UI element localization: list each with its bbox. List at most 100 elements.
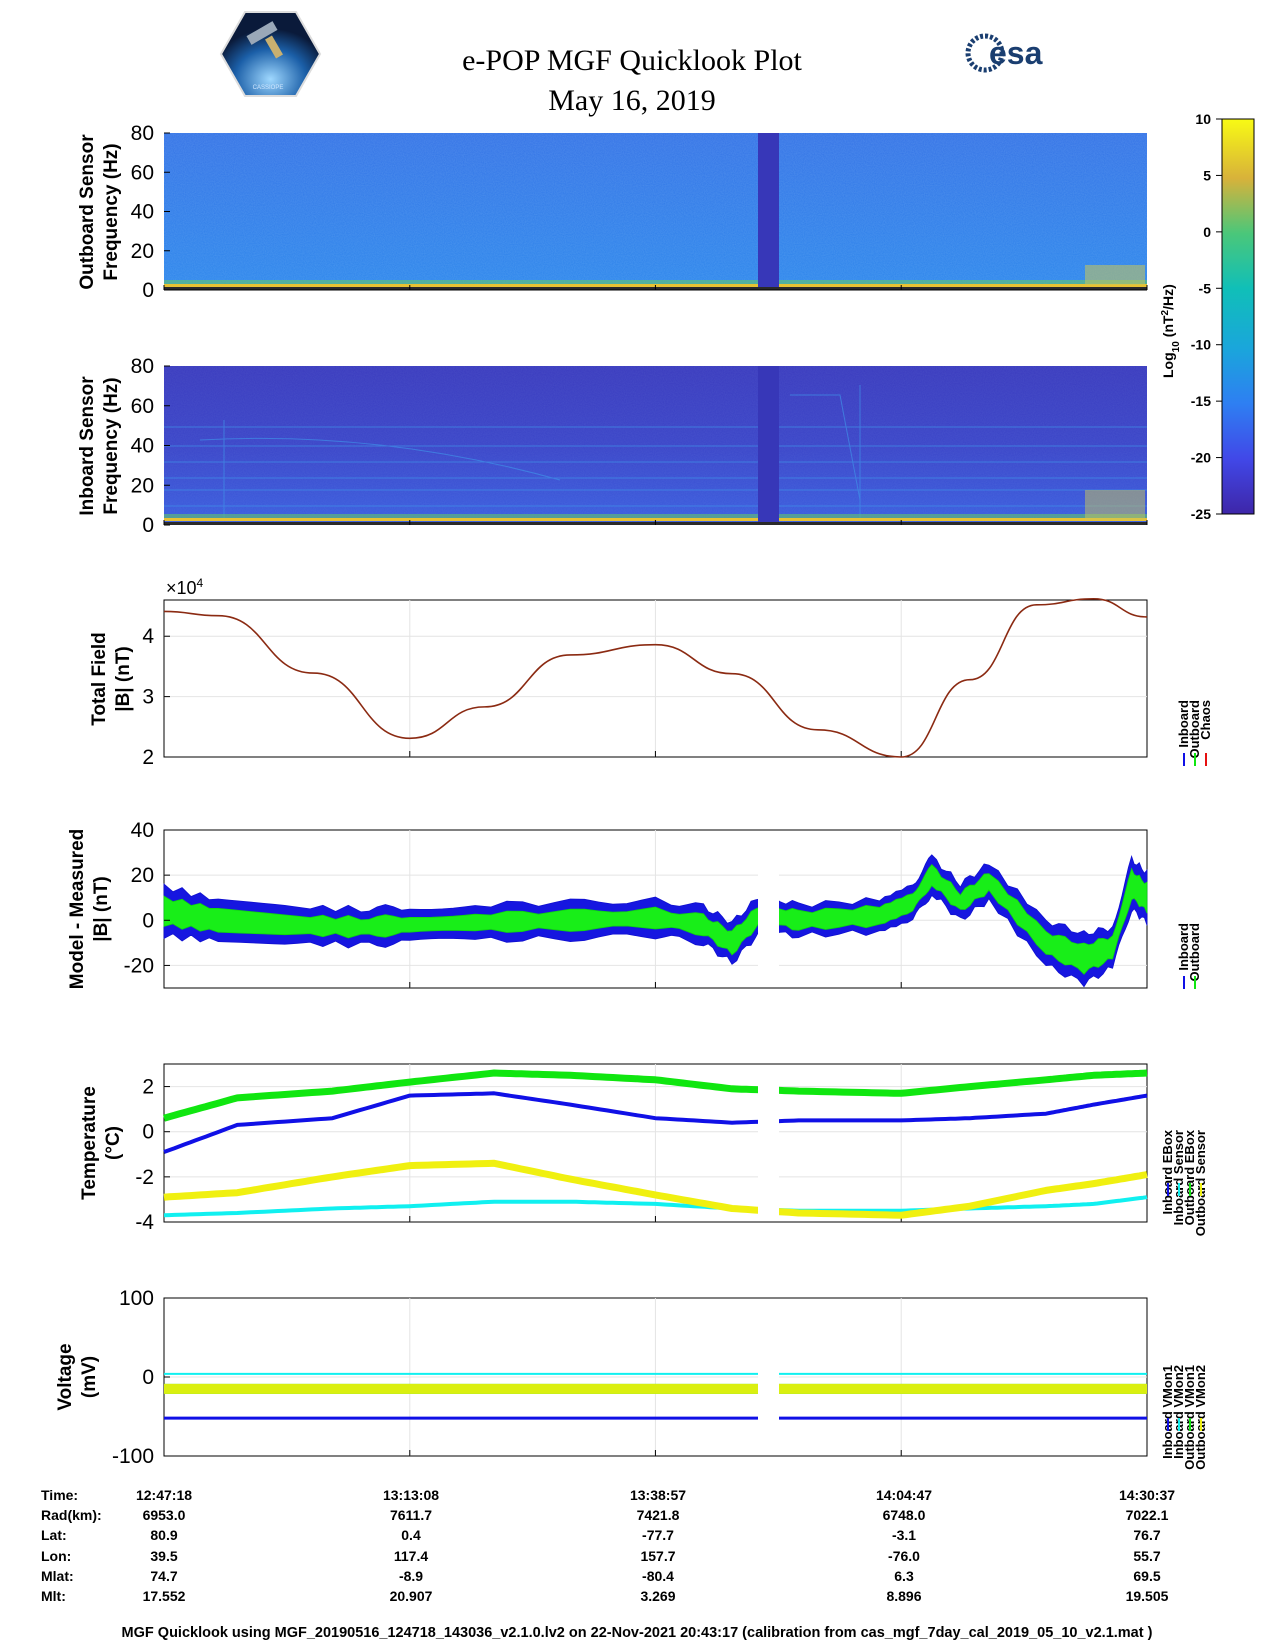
colorbar-tick-label: -20 [1191, 450, 1211, 466]
ephemeris-value: 13:13:08 [383, 1487, 439, 1503]
temperature-data-gap [758, 1065, 779, 1221]
temperature-legend-label: Inboard Sensor [1171, 1130, 1186, 1225]
ephemeris-value: 74.7 [150, 1568, 177, 1584]
footer-note: MGF Quicklook using MGF_20190516_124718_… [122, 1625, 1153, 1641]
outboard-spectrogram-panel: 80 60 40 20 0 Outboard Sensor Frequency (Hz) [77, 122, 1148, 302]
voltage-ytick-label: -100 [112, 1445, 154, 1468]
colorbar-tick-label: 0 [1203, 224, 1211, 240]
voltage-data-gap [758, 1299, 779, 1455]
ephemeris-value: 6.3 [894, 1568, 914, 1584]
esa-logo-text: esa [989, 35, 1043, 71]
esa-swirl-icon [965, 33, 1005, 73]
ephemeris-value: 7022.1 [1126, 1507, 1169, 1523]
model-measured-ytick-label: 0 [142, 909, 154, 932]
colorbar-label: Log10(nT2/Hz) [1160, 284, 1182, 378]
total-field-legend-label: Chaos [1198, 700, 1213, 740]
colorbar-tick-label: -5 [1199, 280, 1212, 296]
temperature-outboard-ebox-line [163, 1069, 1148, 1122]
temperature-ytick-label: -4 [135, 1211, 154, 1234]
colorbar-tick-label: -25 [1191, 506, 1211, 522]
voltage-legend-label: Outboard VMon1 [1182, 1365, 1197, 1470]
model-measured-legend-label: Inboard [1176, 923, 1191, 971]
cassiope-logo-text: CASSIOPE [253, 85, 284, 91]
ephemeris-value: -80.4 [642, 1568, 674, 1584]
total-field-model-line [163, 597, 1148, 758]
plot-date: May 16, 2019 [548, 84, 716, 117]
ephemeris-value: 20.907 [390, 1588, 433, 1604]
inboard-spectrogram-ytick-label: 60 [131, 395, 154, 418]
ephemeris-value: 7421.8 [637, 1507, 680, 1523]
outboard-spectrogram-ytick-label: 80 [131, 122, 154, 145]
ephemeris-value: 7611.7 [390, 1507, 432, 1523]
ephemeris-value: -76.0 [888, 1548, 920, 1564]
total-field-legend-label: Inboard [1176, 700, 1191, 748]
voltage-ytick-label: 0 [142, 1366, 154, 1389]
ephemeris-row-label: Time: [41, 1487, 78, 1503]
ephemeris-value: 13:38:57 [630, 1487, 686, 1503]
voltage-legend-label: Inboard VMon1 [1160, 1365, 1175, 1459]
inboard-spectrogram-panel: 80 60 40 20 0 Inboard Sensor Frequency (Hz) [77, 355, 1148, 537]
ephemeris-value: 17.552 [143, 1588, 186, 1604]
esa-logo: esa [965, 33, 1043, 73]
total-field-ytick-label: 2 [142, 746, 154, 769]
ephemeris-value: 14:04:47 [876, 1487, 932, 1503]
total-field-legend-label: Outboard [1187, 700, 1202, 759]
satellite-icon [246, 21, 278, 45]
ephemeris-row-label: Rad(km): [41, 1507, 102, 1523]
plot-title: e-POP MGF Quicklook Plot [462, 44, 802, 77]
outboard-data-gap [758, 133, 779, 288]
model-measured-ytick-label: 20 [131, 864, 154, 887]
temperature-outboard-sensor-line [163, 1159, 1148, 1219]
colorbar-gradient [1221, 118, 1255, 515]
total-field-multiplier: ×104 [166, 576, 204, 598]
model-measured-ytick-label: 40 [131, 819, 154, 842]
ephemeris-value: 69.5 [1133, 1568, 1160, 1584]
model-measured-ylabel-line1: Model - Measured [67, 829, 88, 989]
outboard-spectrogram-ytick-label: 60 [131, 161, 154, 184]
ephemeris-row-label: Lat: [41, 1527, 67, 1543]
ephemeris-row-label: Mlat: [41, 1568, 74, 1584]
total-field-ylabel-line1: Total Field [89, 632, 110, 726]
ephemeris-row-label: Mlt: [41, 1588, 66, 1604]
total-field-ytick-label: 3 [142, 686, 154, 709]
temperature-ylabel-line2: (°C) [103, 1126, 124, 1160]
temperature-panel: 2 0 -2 -4 Temperature (°C) Inboard EBoxInbo… [79, 1063, 1208, 1236]
ephemeris-value: 80.9 [150, 1527, 177, 1543]
model-measured-data-gap [758, 831, 779, 987]
temperature-inboard-ebox-line [163, 1091, 1148, 1154]
temperature-legend-label: Outboard EBox [1182, 1129, 1197, 1225]
ephemeris-value: 39.5 [150, 1548, 177, 1564]
total-field-panel: 4 3 2 ×104 Total Field |B| (nT) InboardOut… [89, 576, 1213, 769]
inboard-spectrogram-ytick-label: 20 [131, 474, 154, 497]
model-measured-ylabel-line2: |B| (nT) [91, 876, 112, 942]
outboard-ylabel-line2: Frequency (Hz) [101, 143, 122, 280]
colorbar-tick-label: 10 [1195, 111, 1211, 127]
total-field-ylabel-line2: |B| (nT) [113, 646, 134, 712]
voltage-legend-label: Outboard VMon2 [1193, 1365, 1208, 1470]
ephemeris-value: 8.896 [886, 1588, 921, 1604]
temperature-inboard-sensor-line [163, 1195, 1148, 1218]
inboard-ylabel-line1: Inboard Sensor [77, 376, 98, 516]
inboard-spectrogram-ytick-label: 0 [142, 514, 154, 537]
inboard-spectral-lines [164, 385, 1147, 520]
ephemeris-value: 12:47:18 [136, 1487, 192, 1503]
ephemeris-value: 157.7 [640, 1548, 675, 1564]
outboard-spectrogram-ytick-label: 20 [131, 240, 154, 263]
temperature-ytick-label: 0 [142, 1121, 154, 1144]
colorbar-tick-label: 5 [1203, 167, 1211, 183]
model-measured-legend-label: Outboard [1187, 923, 1202, 982]
outboard-spectrogram-ytick-label: 40 [131, 201, 154, 224]
temperature-legend-label: Inboard EBox [1160, 1129, 1175, 1214]
ephemeris-value: 117.4 [394, 1548, 428, 1564]
ephemeris-value: 6748.0 [883, 1507, 926, 1523]
ephemeris-value: -77.7 [642, 1527, 674, 1543]
colorbar: 10 5 0 -5 -10 -15 -20 -25 Log10(nT2/Hz) [1160, 111, 1255, 522]
ephemeris-value: 55.7 [1133, 1548, 1160, 1564]
colorbar-tick-label: -10 [1191, 337, 1211, 353]
temperature-ytick-label: -2 [135, 1166, 154, 1189]
